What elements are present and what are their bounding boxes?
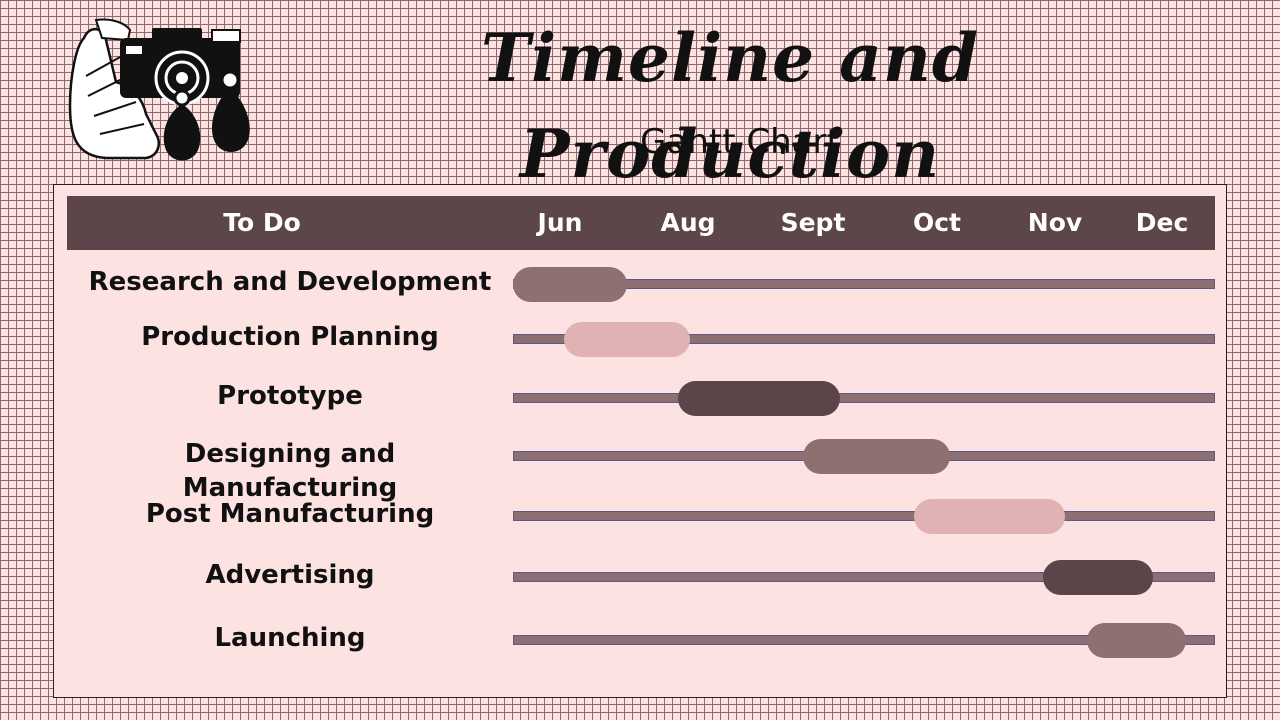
month-header-sept: Sept — [780, 208, 846, 237]
task-label: Production Planning — [141, 322, 439, 352]
camera-hand-icon — [68, 18, 250, 161]
task-label: Research and Development — [88, 267, 492, 297]
column-header-todo: To Do — [223, 208, 301, 237]
task-track — [513, 393, 1215, 403]
task-bar[interactable] — [563, 322, 690, 357]
month-header-jun: Jun — [537, 208, 583, 237]
task-track — [513, 635, 1215, 645]
task-track — [513, 334, 1215, 344]
page-subtitle: Gantt Chart — [640, 122, 840, 162]
task-label: Designing and Manufacturing — [182, 439, 398, 503]
task-label: Post Manufacturing — [145, 499, 435, 529]
chart-panel — [53, 184, 1227, 698]
task-bar[interactable] — [1043, 560, 1153, 595]
task-label: Launching — [214, 623, 366, 653]
task-label: Prototype — [217, 381, 363, 411]
month-header-aug: Aug — [660, 208, 716, 237]
task-bar[interactable] — [1087, 623, 1186, 658]
month-header-oct: Oct — [912, 208, 962, 237]
task-label: Advertising — [205, 560, 375, 590]
task-track — [513, 511, 1215, 521]
task-bar[interactable] — [513, 267, 628, 302]
task-track — [513, 572, 1215, 582]
page-title: Timeline and Production — [480, 19, 979, 193]
task-bar[interactable] — [677, 381, 840, 416]
month-header-nov: Nov — [1027, 208, 1083, 237]
month-header-dec: Dec — [1135, 208, 1189, 237]
header-band — [67, 196, 1215, 250]
task-bar[interactable] — [802, 439, 950, 474]
task-bar[interactable] — [914, 499, 1065, 534]
